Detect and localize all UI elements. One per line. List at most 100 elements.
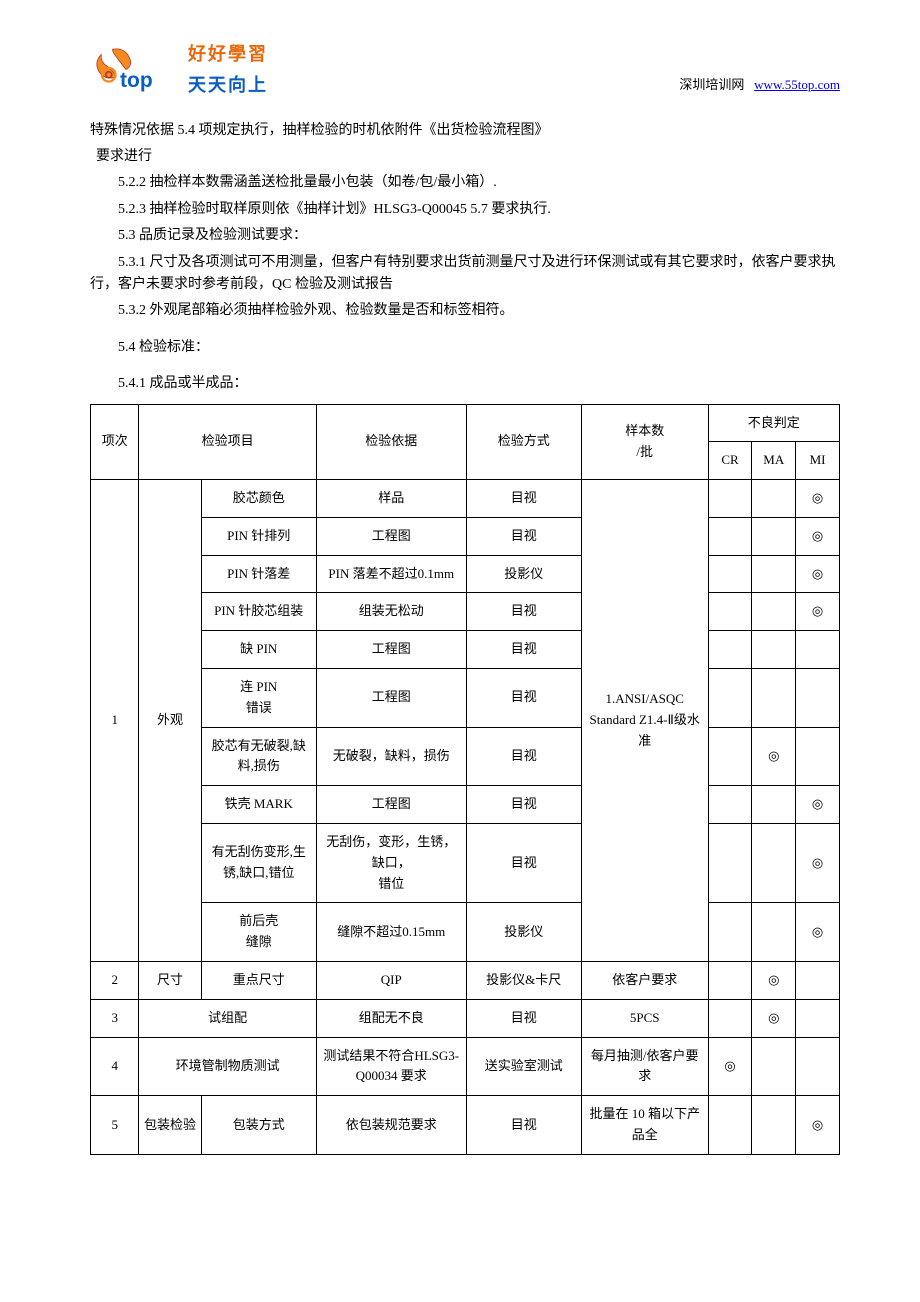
para-5-2-2: 5.2.2 抽检样本数需涵盖送检批量最小包装（如卷/包/最小箱）. xyxy=(90,172,840,194)
cell-basis: 工程图 xyxy=(316,517,466,555)
logo-icon: top xyxy=(90,42,180,97)
table-row: 5 包装检验 包装方式 依包装规范要求 目视 批量在 10 箱以下产品全 ◎ xyxy=(91,1096,840,1155)
cell-cr xyxy=(708,480,752,518)
cell-basis: QIP xyxy=(316,962,466,1000)
table-row: 连 PIN 错误 工程图 目视 xyxy=(91,669,840,728)
cell-ma: ◎ xyxy=(752,727,796,786)
table-row: 2 尺寸 重点尺寸 QIP 投影仪&卡尺 依客户要求 ◎ xyxy=(91,962,840,1000)
cell-method: 目视 xyxy=(466,727,581,786)
cell-mi: ◎ xyxy=(796,1096,840,1155)
cell-item: 包装方式 xyxy=(201,1096,316,1155)
cell-basis: 无破裂，缺料，损伤 xyxy=(316,727,466,786)
cell-mi: ◎ xyxy=(796,593,840,631)
para-5-intro-2: 要求进行 xyxy=(90,146,840,168)
cell-basis: 依包装规范要求 xyxy=(316,1096,466,1155)
cell-method: 目视 xyxy=(466,631,581,669)
logo-block: top 好好學習 天天向上 xyxy=(90,40,268,100)
cell-seq-3: 3 xyxy=(91,999,139,1037)
cell-method: 目视 xyxy=(466,593,581,631)
cell-item: 环境管制物质测试 xyxy=(139,1037,316,1096)
cell-method: 投影仪 xyxy=(466,555,581,593)
cell-item: 铁壳 MARK xyxy=(201,786,316,824)
cell-method: 投影仪&卡尺 xyxy=(466,962,581,1000)
cell-ma xyxy=(752,517,796,555)
site-name: 深圳培训网 xyxy=(679,77,744,92)
cell-mi xyxy=(796,962,840,1000)
cell-mi xyxy=(796,631,840,669)
cell-mi: ◎ xyxy=(796,517,840,555)
cell-ma xyxy=(752,903,796,962)
cell-mi: ◎ xyxy=(796,786,840,824)
cell-item: PIN 针落差 xyxy=(201,555,316,593)
inspection-table: 项次 检验项目 检验依据 检验方式 样本数 /批 不良判定 CR MA MI 1… xyxy=(90,404,840,1155)
cell-ma xyxy=(752,824,796,903)
cell-cr xyxy=(708,903,752,962)
cell-mi: ◎ xyxy=(796,480,840,518)
cell-mi: ◎ xyxy=(796,824,840,903)
cell-item: 缺 PIN xyxy=(201,631,316,669)
table-row: 缺 PIN 工程图 目视 xyxy=(91,631,840,669)
para-5-4: 5.4 检验标准： xyxy=(90,337,840,359)
logo-slogan-2: 天天向上 xyxy=(188,71,268,100)
cell-item: 有无刮伤变形,生锈,缺口,错位 xyxy=(201,824,316,903)
cell-mi xyxy=(796,669,840,728)
cell-cr xyxy=(708,669,752,728)
cell-basis: PIN 落差不超过0.1mm xyxy=(316,555,466,593)
th-defect: 不良判定 xyxy=(708,404,839,442)
cell-ma xyxy=(752,669,796,728)
cell-basis: 工程图 xyxy=(316,786,466,824)
para-5-intro-1: 特殊情况依据 5.4 项规定执行，抽样检验的时机依附件《出货检验流程图》 xyxy=(90,120,840,142)
cell-item: 连 PIN 错误 xyxy=(201,669,316,728)
cell-item: 重点尺寸 xyxy=(201,962,316,1000)
cell-seq-4: 4 xyxy=(91,1037,139,1096)
cell-mi xyxy=(796,1037,840,1096)
cell-method: 目视 xyxy=(466,480,581,518)
table-row: PIN 针胶芯组装 组装无松动 目视 ◎ xyxy=(91,593,840,631)
cell-method: 目视 xyxy=(466,786,581,824)
table-header-row: 项次 检验项目 检验依据 检验方式 样本数 /批 不良判定 xyxy=(91,404,840,442)
cell-cat-2: 尺寸 xyxy=(139,962,201,1000)
th-method: 检验方式 xyxy=(466,404,581,480)
cell-ma: ◎ xyxy=(752,962,796,1000)
cell-cat-5: 包装检验 xyxy=(139,1096,201,1155)
table-row: PIN 针落差 PIN 落差不超过0.1mm 投影仪 ◎ xyxy=(91,555,840,593)
table-row: 4 环境管制物质测试 测试结果不符合HLSG3-Q00034 要求 送实验室测试… xyxy=(91,1037,840,1096)
cell-basis: 测试结果不符合HLSG3-Q00034 要求 xyxy=(316,1037,466,1096)
cell-cr xyxy=(708,786,752,824)
cell-item: 试组配 xyxy=(139,999,316,1037)
cell-item: 胶芯颜色 xyxy=(201,480,316,518)
cell-ma xyxy=(752,1037,796,1096)
th-cr: CR xyxy=(708,442,752,480)
cell-ma xyxy=(752,555,796,593)
table-row: 胶芯有无破裂,缺料,损伤 无破裂，缺料，损伤 目视 ◎ xyxy=(91,727,840,786)
cell-sample: 依客户要求 xyxy=(581,962,708,1000)
cell-item: PIN 针排列 xyxy=(201,517,316,555)
cell-method: 送实验室测试 xyxy=(466,1037,581,1096)
cell-basis: 组装无松动 xyxy=(316,593,466,631)
th-item: 检验项目 xyxy=(139,404,316,480)
para-5-2-3: 5.2.3 抽样检验时取样原则依《抽样计划》HLSG3-Q00045 5.7 要… xyxy=(90,199,840,221)
cell-method: 目视 xyxy=(466,669,581,728)
cell-cat-1: 外观 xyxy=(139,480,201,962)
table-row: 3 试组配 组配无不良 目视 5PCS ◎ xyxy=(91,999,840,1037)
cell-method: 目视 xyxy=(466,824,581,903)
cell-basis: 无刮伤，变形，生锈，缺口， 错位 xyxy=(316,824,466,903)
page-header: top 好好學習 天天向上 深圳培训网 www.55top.com xyxy=(90,40,840,100)
svg-text:top: top xyxy=(120,69,153,92)
cell-ma xyxy=(752,480,796,518)
cell-seq-2: 2 xyxy=(91,962,139,1000)
site-link[interactable]: www.55top.com xyxy=(754,77,840,92)
th-sample: 样本数 /批 xyxy=(581,404,708,480)
cell-cr xyxy=(708,593,752,631)
cell-sample-1: 1.ANSI/ASQC Standard Z1.4-Ⅱ级水准 xyxy=(581,480,708,962)
table-row: PIN 针排列 工程图 目视 ◎ xyxy=(91,517,840,555)
th-basis: 检验依据 xyxy=(316,404,466,480)
cell-ma xyxy=(752,786,796,824)
para-5-3: 5.3 品质记录及检验测试要求： xyxy=(90,225,840,247)
table-row: 铁壳 MARK 工程图 目视 ◎ xyxy=(91,786,840,824)
para-5-4-1: 5.4.1 成品或半成品： xyxy=(90,373,840,395)
th-seq: 项次 xyxy=(91,404,139,480)
cell-mi xyxy=(796,999,840,1037)
cell-cr xyxy=(708,555,752,593)
cell-cr xyxy=(708,631,752,669)
